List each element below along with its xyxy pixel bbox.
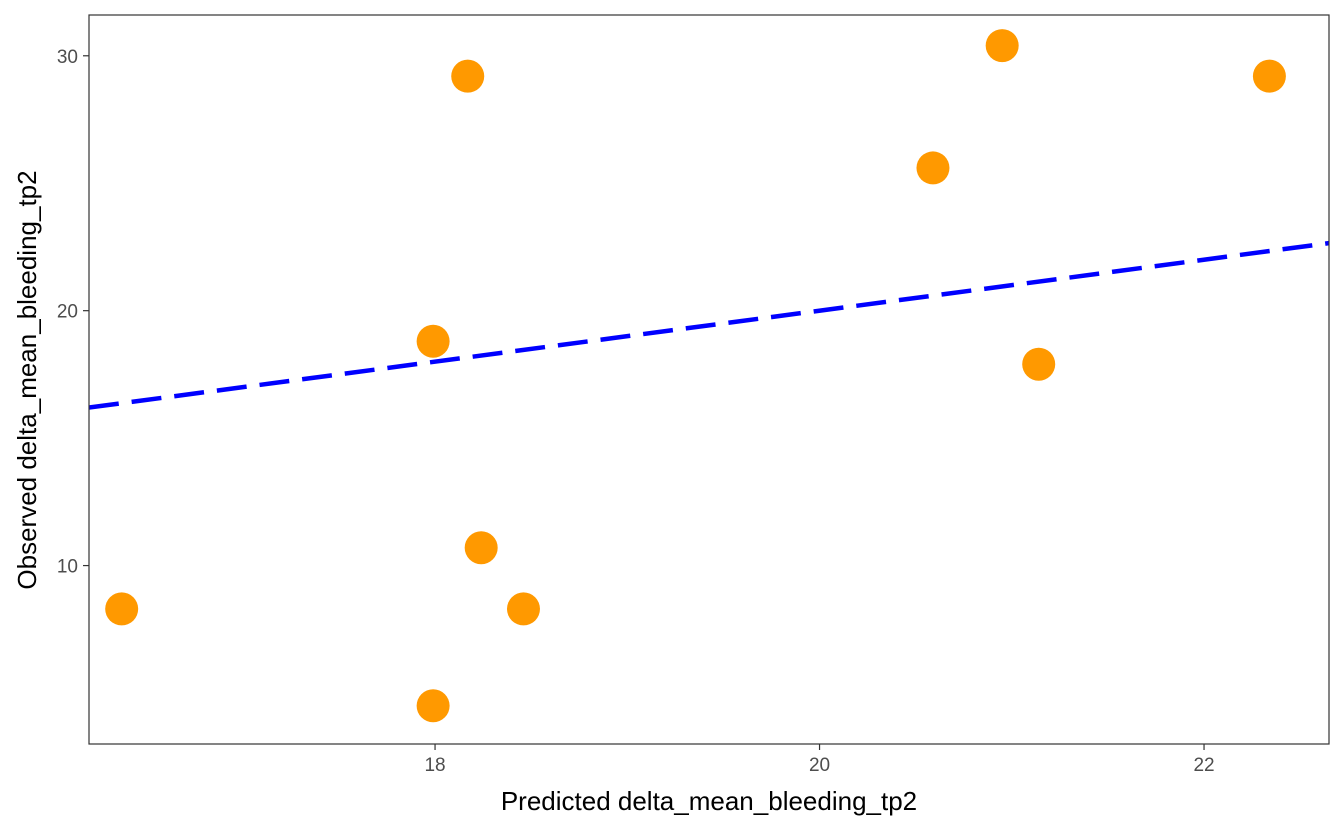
x-tick-label: 22 [1193,755,1214,776]
data-point [916,151,950,185]
data-point [1252,59,1286,93]
data-point [506,592,540,626]
y-tick-label: 30 [57,47,78,68]
y-axis-title: Observed delta_mean_bleeding_tp2 [12,170,42,589]
plot-border [88,14,1330,745]
y-tick-label: 20 [57,302,78,323]
plot-panel [89,15,1329,744]
x-axis-title: Predicted delta_mean_bleeding_tp2 [501,786,917,816]
data-point [464,531,498,565]
data-point [985,29,1019,63]
data-point [105,592,139,626]
x-tick-label: 20 [809,755,830,776]
reference-line [89,240,1329,410]
x-tick-label: 18 [424,755,445,776]
data-point [451,59,485,93]
y-tick-label: 10 [57,557,78,578]
data-point [1022,347,1056,381]
data-point [416,689,450,723]
data-point [416,324,450,358]
